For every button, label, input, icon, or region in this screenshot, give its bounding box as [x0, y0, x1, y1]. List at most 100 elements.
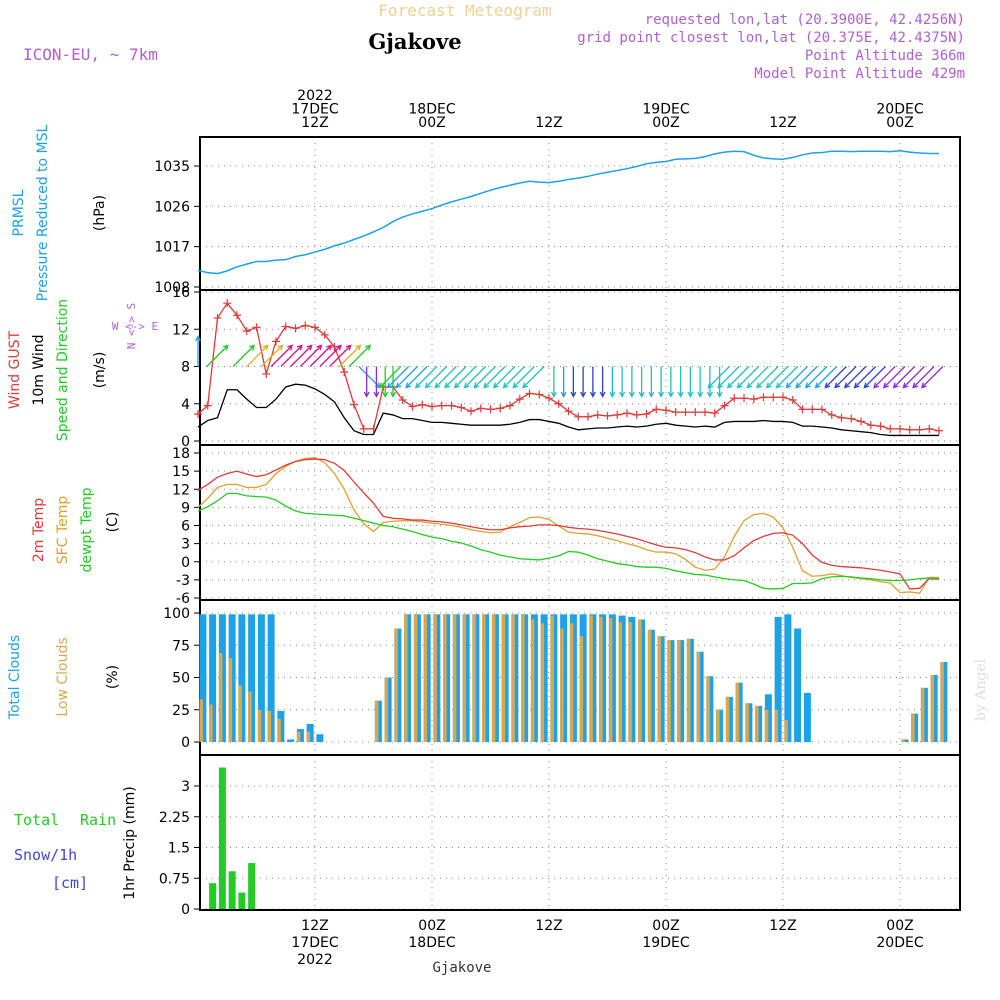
wind-arrow-head — [386, 382, 393, 389]
wind-arrow-head — [902, 382, 909, 389]
low-cloud-bar — [306, 731, 311, 742]
precip-snow-label: Snow/1h — [14, 846, 77, 864]
wind-direction-arrow — [892, 366, 916, 389]
speed-direction-label: Speed and Direction — [55, 299, 71, 441]
wind-direction-arrow — [414, 366, 438, 389]
wind-arrow-shaft — [206, 345, 229, 367]
wind-gust-marker — [515, 395, 524, 404]
rain-bar — [248, 863, 256, 909]
wind-gust-marker — [564, 407, 573, 416]
wind-arrow-head — [804, 382, 811, 389]
wind-gust-marker — [827, 410, 836, 419]
low-cloud-bar — [482, 614, 486, 742]
total-cloud-bar — [784, 614, 792, 742]
temp-2m-line — [197, 458, 940, 590]
wind-gust-marker — [545, 394, 553, 403]
wind-direction-arrow — [765, 366, 789, 389]
wind-direction-arrow — [599, 366, 606, 398]
wind-direction-arrow — [920, 366, 944, 389]
low-cloud-bar — [628, 622, 632, 742]
rain-bar — [209, 883, 217, 909]
wind-direction-arrow — [746, 366, 769, 389]
low-cloud-bar — [618, 622, 623, 742]
y-tick-label: -3 — [176, 573, 190, 589]
point-altitude: Point Altitude 366m — [805, 48, 965, 64]
wind-gust-marker — [623, 409, 631, 418]
low-cloud-bar — [228, 658, 233, 742]
precip-cm-label: [cm] — [52, 874, 88, 892]
wind-direction-arrow — [707, 366, 730, 389]
wind-arrow-head — [619, 391, 626, 398]
low-cloud-bar — [686, 638, 691, 742]
wind-gust-marker — [642, 409, 651, 418]
wind-arrow-shaft — [309, 345, 332, 367]
wind-arrow-shaft — [270, 345, 293, 367]
wind-arrow-shaft — [329, 345, 352, 367]
wind-direction-arrow — [405, 366, 428, 389]
sfc-temp-label: SFC Temp — [55, 496, 71, 565]
wind-arrow-shaft — [246, 345, 269, 367]
credit-watermark: by Angel — [973, 658, 989, 721]
low-cloud-bar — [530, 619, 535, 742]
wind-arrow-shaft — [493, 366, 516, 388]
wind-gust-marker — [213, 314, 222, 323]
wind-arrow-head — [853, 382, 860, 389]
low-cloud-bar — [511, 614, 515, 742]
low-cloud-bar — [433, 614, 437, 742]
wind-gust-marker — [262, 369, 271, 378]
wind-gust-marker — [632, 410, 641, 419]
wind-gust-marker — [710, 409, 719, 418]
wind-arrow-shaft — [717, 366, 740, 388]
wind-arrow-shaft — [824, 366, 847, 388]
wind-direction-arrow — [232, 344, 256, 367]
wind-arrow-shaft — [873, 366, 896, 388]
low-cloud-bar — [374, 700, 379, 742]
wind-arrow-head — [795, 382, 802, 389]
low-cloud-bar — [452, 614, 457, 742]
time-label-top: 12Z — [535, 115, 562, 131]
time-label-top: 19DEC — [642, 102, 689, 118]
wind-direction-arrow — [658, 366, 665, 398]
time-label-top: 18DEC — [408, 102, 455, 118]
y-tick-label: 75 — [172, 638, 190, 654]
wind-direction-arrow — [550, 366, 557, 398]
wind-gust-marker — [691, 408, 700, 417]
wind-gust-marker — [788, 396, 797, 405]
low-cloud-bar — [199, 699, 203, 742]
wind-arrow-head — [222, 344, 229, 351]
wind-gust-marker — [876, 422, 885, 431]
wind-gust-marker — [584, 412, 592, 421]
wind-gust-marker — [194, 409, 202, 418]
wind-gust-marker — [769, 393, 778, 402]
wind-arrow-shaft — [387, 366, 410, 388]
wind-gust-marker — [574, 412, 583, 421]
low-cloud-bar — [657, 636, 662, 742]
wind-direction-arrow — [483, 366, 506, 389]
sfc-temp-line — [197, 457, 939, 594]
low-cloud-bar — [901, 739, 905, 742]
wind-arrow-shaft — [483, 366, 506, 388]
wind-arrow-head — [249, 344, 256, 351]
y-tick-label: 1.5 — [168, 841, 190, 857]
wind-arrow-head — [589, 391, 596, 398]
low-cloud-bar — [209, 704, 213, 742]
wind-arrow-shaft — [893, 366, 916, 388]
wind-arrow-head — [287, 344, 294, 351]
time-label-top: 00Z — [886, 115, 913, 131]
wind-arrow-head — [746, 382, 753, 389]
wind-arrow-head — [706, 391, 713, 398]
wind-direction-arrow — [804, 366, 828, 389]
wind-arrow-head — [262, 344, 269, 351]
wind-gust-marker — [847, 414, 856, 423]
wind-arrow-head — [492, 382, 499, 389]
wind-arrow-head — [345, 344, 352, 351]
y-tick-label: 12 — [172, 482, 190, 498]
wind-direction-arrow — [206, 344, 229, 367]
wind-gust-marker — [779, 393, 787, 402]
y-tick-label: 0 — [181, 434, 190, 450]
wind-arrow-shaft — [415, 366, 438, 388]
wind-arrow-shaft — [395, 366, 418, 388]
model-altitude: Model Point Altitude 429m — [754, 66, 965, 82]
wind-arrow-head — [912, 382, 919, 389]
pressure-label-short: PRMSL — [11, 189, 27, 236]
